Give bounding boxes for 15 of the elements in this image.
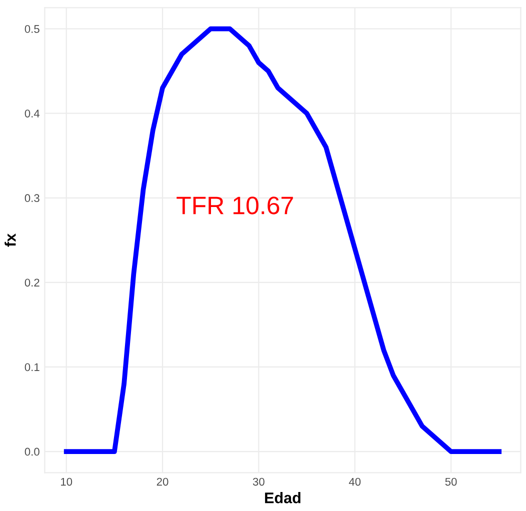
x-tick-label: 10 (61, 478, 72, 486)
y-tick-label: 0.5 (24, 25, 40, 33)
line-series (64, 26, 502, 454)
y-tick-label: 0.0 (24, 448, 40, 456)
y-tick-label: 0.2 (24, 278, 40, 287)
x-tick-label: 20 (156, 478, 168, 486)
y-tick-label: 0.1 (24, 363, 40, 372)
x-axis-title: Edad (265, 492, 300, 504)
x-tick-label: 30 (252, 478, 264, 486)
annotation: TFR 10.67 (176, 196, 293, 214)
y-axis-title: fx (4, 233, 16, 247)
x-tick-label: 50 (445, 478, 457, 486)
y-tick-label: 0.4 (24, 110, 40, 118)
x-tick-label: 40 (348, 478, 361, 486)
y-tick-label: 0.3 (24, 194, 40, 202)
